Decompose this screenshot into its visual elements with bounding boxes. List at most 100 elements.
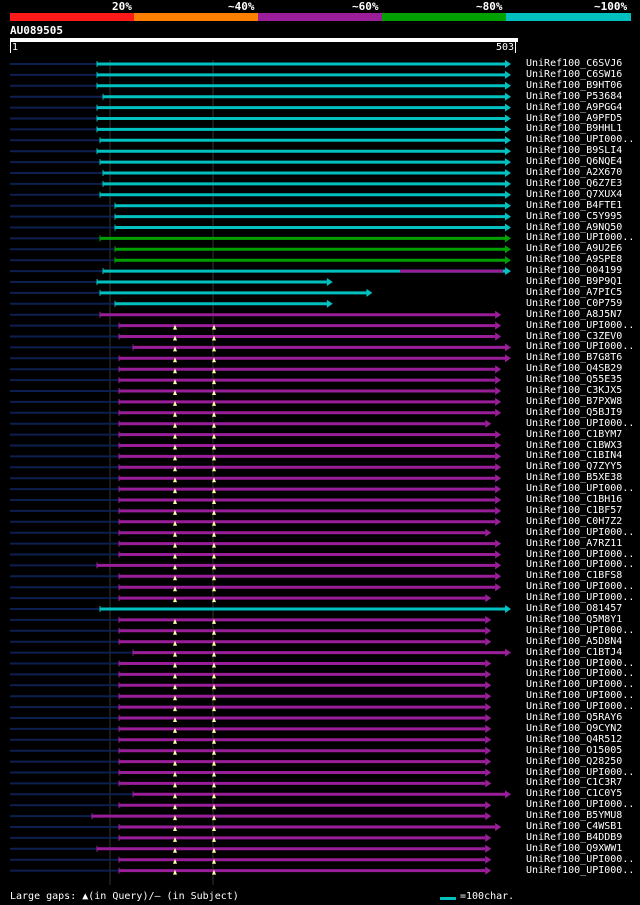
hit-label[interactable]: UniRef100_Q9XWW1: [526, 842, 623, 854]
hit-label[interactable]: UniRef100_A8J5N7: [526, 308, 623, 320]
query-gap-marker: [173, 520, 177, 526]
query-gap-marker: [212, 869, 216, 875]
hit-label[interactable]: UniRef100_UPI000..: [526, 134, 635, 146]
hit-label[interactable]: UniRef100_Q5BJI9: [526, 406, 623, 418]
hit-label[interactable]: UniRef100_UPI000..: [526, 624, 635, 636]
hit-label[interactable]: UniRef100_UPI000..: [526, 799, 635, 811]
hit-label[interactable]: UniRef100_C6SW16: [526, 68, 623, 80]
query-gap-marker: [212, 422, 216, 428]
hit-arrow: [485, 746, 492, 755]
hit-label[interactable]: UniRef100_Q4SB29: [526, 363, 623, 375]
hit-label[interactable]: UniRef100_Q6NQE4: [526, 156, 623, 168]
query-gap-marker: [173, 390, 177, 395]
query-gap-marker: [212, 586, 216, 592]
hit-label[interactable]: UniRef100_Q28250: [526, 755, 623, 767]
hit-label[interactable]: UniRef100_B5YMU8: [526, 810, 623, 822]
hit-label[interactable]: UniRef100_A5D8N4: [526, 635, 623, 647]
hit-label[interactable]: UniRef100_C1C0Y5: [526, 788, 623, 800]
hit-arrow: [495, 430, 502, 439]
hit-arrow: [505, 125, 511, 134]
hit-label[interactable]: UniRef100_UPI000..: [526, 766, 635, 778]
hit-label[interactable]: UniRef100_UPI000..: [526, 417, 635, 429]
hit-label[interactable]: UniRef100_A9PFD5: [526, 112, 623, 124]
hit-arrow: [485, 626, 492, 635]
hit-label[interactable]: UniRef100_UPI000..: [526, 319, 635, 331]
hit-label[interactable]: UniRef100_UPI000..: [526, 341, 635, 353]
hit-label[interactable]: UniRef100_B9HT06: [526, 79, 623, 91]
hit-label[interactable]: UniRef100_A7RZ11: [526, 537, 623, 549]
hit-label[interactable]: UniRef100_C5Y995: [526, 210, 623, 222]
hit-label[interactable]: UniRef100_C1C3R7: [526, 777, 623, 789]
hit-label[interactable]: UniRef100_B7G8T6: [526, 352, 623, 364]
hit-label[interactable]: UniRef100_A7PIC5: [526, 286, 623, 298]
hit-label[interactable]: UniRef100_O15005: [526, 744, 623, 756]
query-gap-marker: [173, 836, 177, 842]
hit-label[interactable]: UniRef100_C1BFS8: [526, 570, 623, 582]
hit-label[interactable]: UniRef100_UPI000..: [526, 483, 635, 495]
percent-label-80: ~80%: [476, 0, 503, 13]
hit-label[interactable]: UniRef100_UPI000..: [526, 548, 635, 560]
hit-label[interactable]: UniRef100_A9U2E6: [526, 243, 623, 255]
hit-label[interactable]: UniRef100_Q5RAY6: [526, 712, 623, 723]
hit-label[interactable]: UniRef100_UPI000..: [526, 679, 635, 691]
hit-arrow: [495, 539, 502, 548]
query-gap-marker: [173, 684, 177, 690]
hit-arrow: [505, 212, 511, 221]
query-gap-marker: [212, 695, 216, 701]
query-gap-marker: [173, 411, 177, 417]
hit-label[interactable]: UniRef100_A9PGG4: [526, 101, 623, 113]
hit-label[interactable]: UniRef100_C1BF57: [526, 504, 623, 516]
hit-label[interactable]: UniRef100_P53684: [526, 90, 623, 102]
hit-label[interactable]: UniRef100_C6SVJ6: [526, 58, 623, 69]
hit-label[interactable]: UniRef100_C3KJX5: [526, 385, 623, 396]
hit-label[interactable]: UniRef100_C1BIN4: [526, 450, 623, 462]
hit-label[interactable]: UniRef100_UPI000..: [526, 559, 635, 571]
hit-label[interactable]: UniRef100_Q55E35: [526, 374, 623, 386]
hit-label[interactable]: UniRef100_C1BYM7: [526, 428, 623, 440]
hit-label[interactable]: UniRef100_UPI000..: [526, 592, 635, 604]
hit-arrow: [505, 605, 511, 613]
hit-label[interactable]: UniRef100_B9HHL1: [526, 123, 623, 135]
hit-label[interactable]: UniRef100_Q7XUX4: [526, 188, 623, 200]
hit-label[interactable]: UniRef100_B5XE38: [526, 472, 623, 484]
hit-label[interactable]: UniRef100_C4WSB1: [526, 821, 623, 832]
hit-label[interactable]: UniRef100_Q9CYN2: [526, 722, 623, 734]
hit-label[interactable]: UniRef100_UPI000..: [526, 668, 635, 680]
hit-label[interactable]: UniRef100_B7PXW8: [526, 395, 623, 407]
hit-label[interactable]: UniRef100_C1BWX3: [526, 439, 623, 451]
hit-label[interactable]: UniRef100_A2X670: [526, 167, 623, 178]
hit-label[interactable]: UniRef100_Q6Z7E3: [526, 177, 623, 189]
hit-label[interactable]: UniRef100_C0P759: [526, 297, 623, 309]
hit-label[interactable]: UniRef100_C1BH16: [526, 494, 623, 505]
hit-label[interactable]: UniRef100_UPI000..: [526, 701, 635, 713]
query-gap-marker: [212, 771, 216, 777]
hit-label[interactable]: UniRef100_C3ZEV0: [526, 330, 623, 342]
hit-label[interactable]: UniRef100_C1BTJ4: [526, 646, 623, 658]
hit-label[interactable]: UniRef100_B4FTE1: [526, 199, 623, 211]
hit-label[interactable]: UniRef100_Q5M8Y1: [526, 613, 623, 625]
hit-label[interactable]: UniRef100_UPI000..: [526, 526, 635, 538]
hit-label[interactable]: UniRef100_UPI000..: [526, 864, 635, 876]
query-gap-marker: [173, 422, 177, 428]
hit-label[interactable]: UniRef100_UPI000..: [526, 690, 635, 702]
hit-label[interactable]: UniRef100_UPI000..: [526, 232, 635, 244]
hit-label[interactable]: UniRef100_UPI000..: [526, 581, 635, 593]
hit-label[interactable]: UniRef100_B9P9Q1: [526, 276, 623, 287]
hit-label[interactable]: UniRef100_O81457: [526, 603, 623, 614]
hit-label[interactable]: UniRef100_B4DDB9: [526, 831, 623, 843]
hit-arrow: [505, 354, 511, 363]
hit-label[interactable]: UniRef100_Q7ZYY5: [526, 461, 623, 473]
hit-label[interactable]: UniRef100_Q4R512: [526, 733, 623, 745]
hit-label[interactable]: UniRef100_UPI000..: [526, 853, 635, 865]
hit-arrow: [495, 365, 502, 374]
hit-label[interactable]: UniRef100_A9SPE8: [526, 254, 623, 266]
query-gap-marker: [212, 662, 216, 668]
hit-label[interactable]: UniRef100_C0H7Z2: [526, 515, 623, 527]
hit-label[interactable]: UniRef100_B9SLI4: [526, 145, 623, 157]
query-gap-marker: [212, 433, 216, 439]
hit-label[interactable]: UniRef100_O04199: [526, 265, 623, 277]
query-gap-marker: [212, 335, 216, 341]
hit-label[interactable]: UniRef100_UPI000..: [526, 657, 635, 669]
hit-label[interactable]: UniRef100_A9NQ50: [526, 221, 623, 233]
hit-arrow: [505, 267, 511, 276]
